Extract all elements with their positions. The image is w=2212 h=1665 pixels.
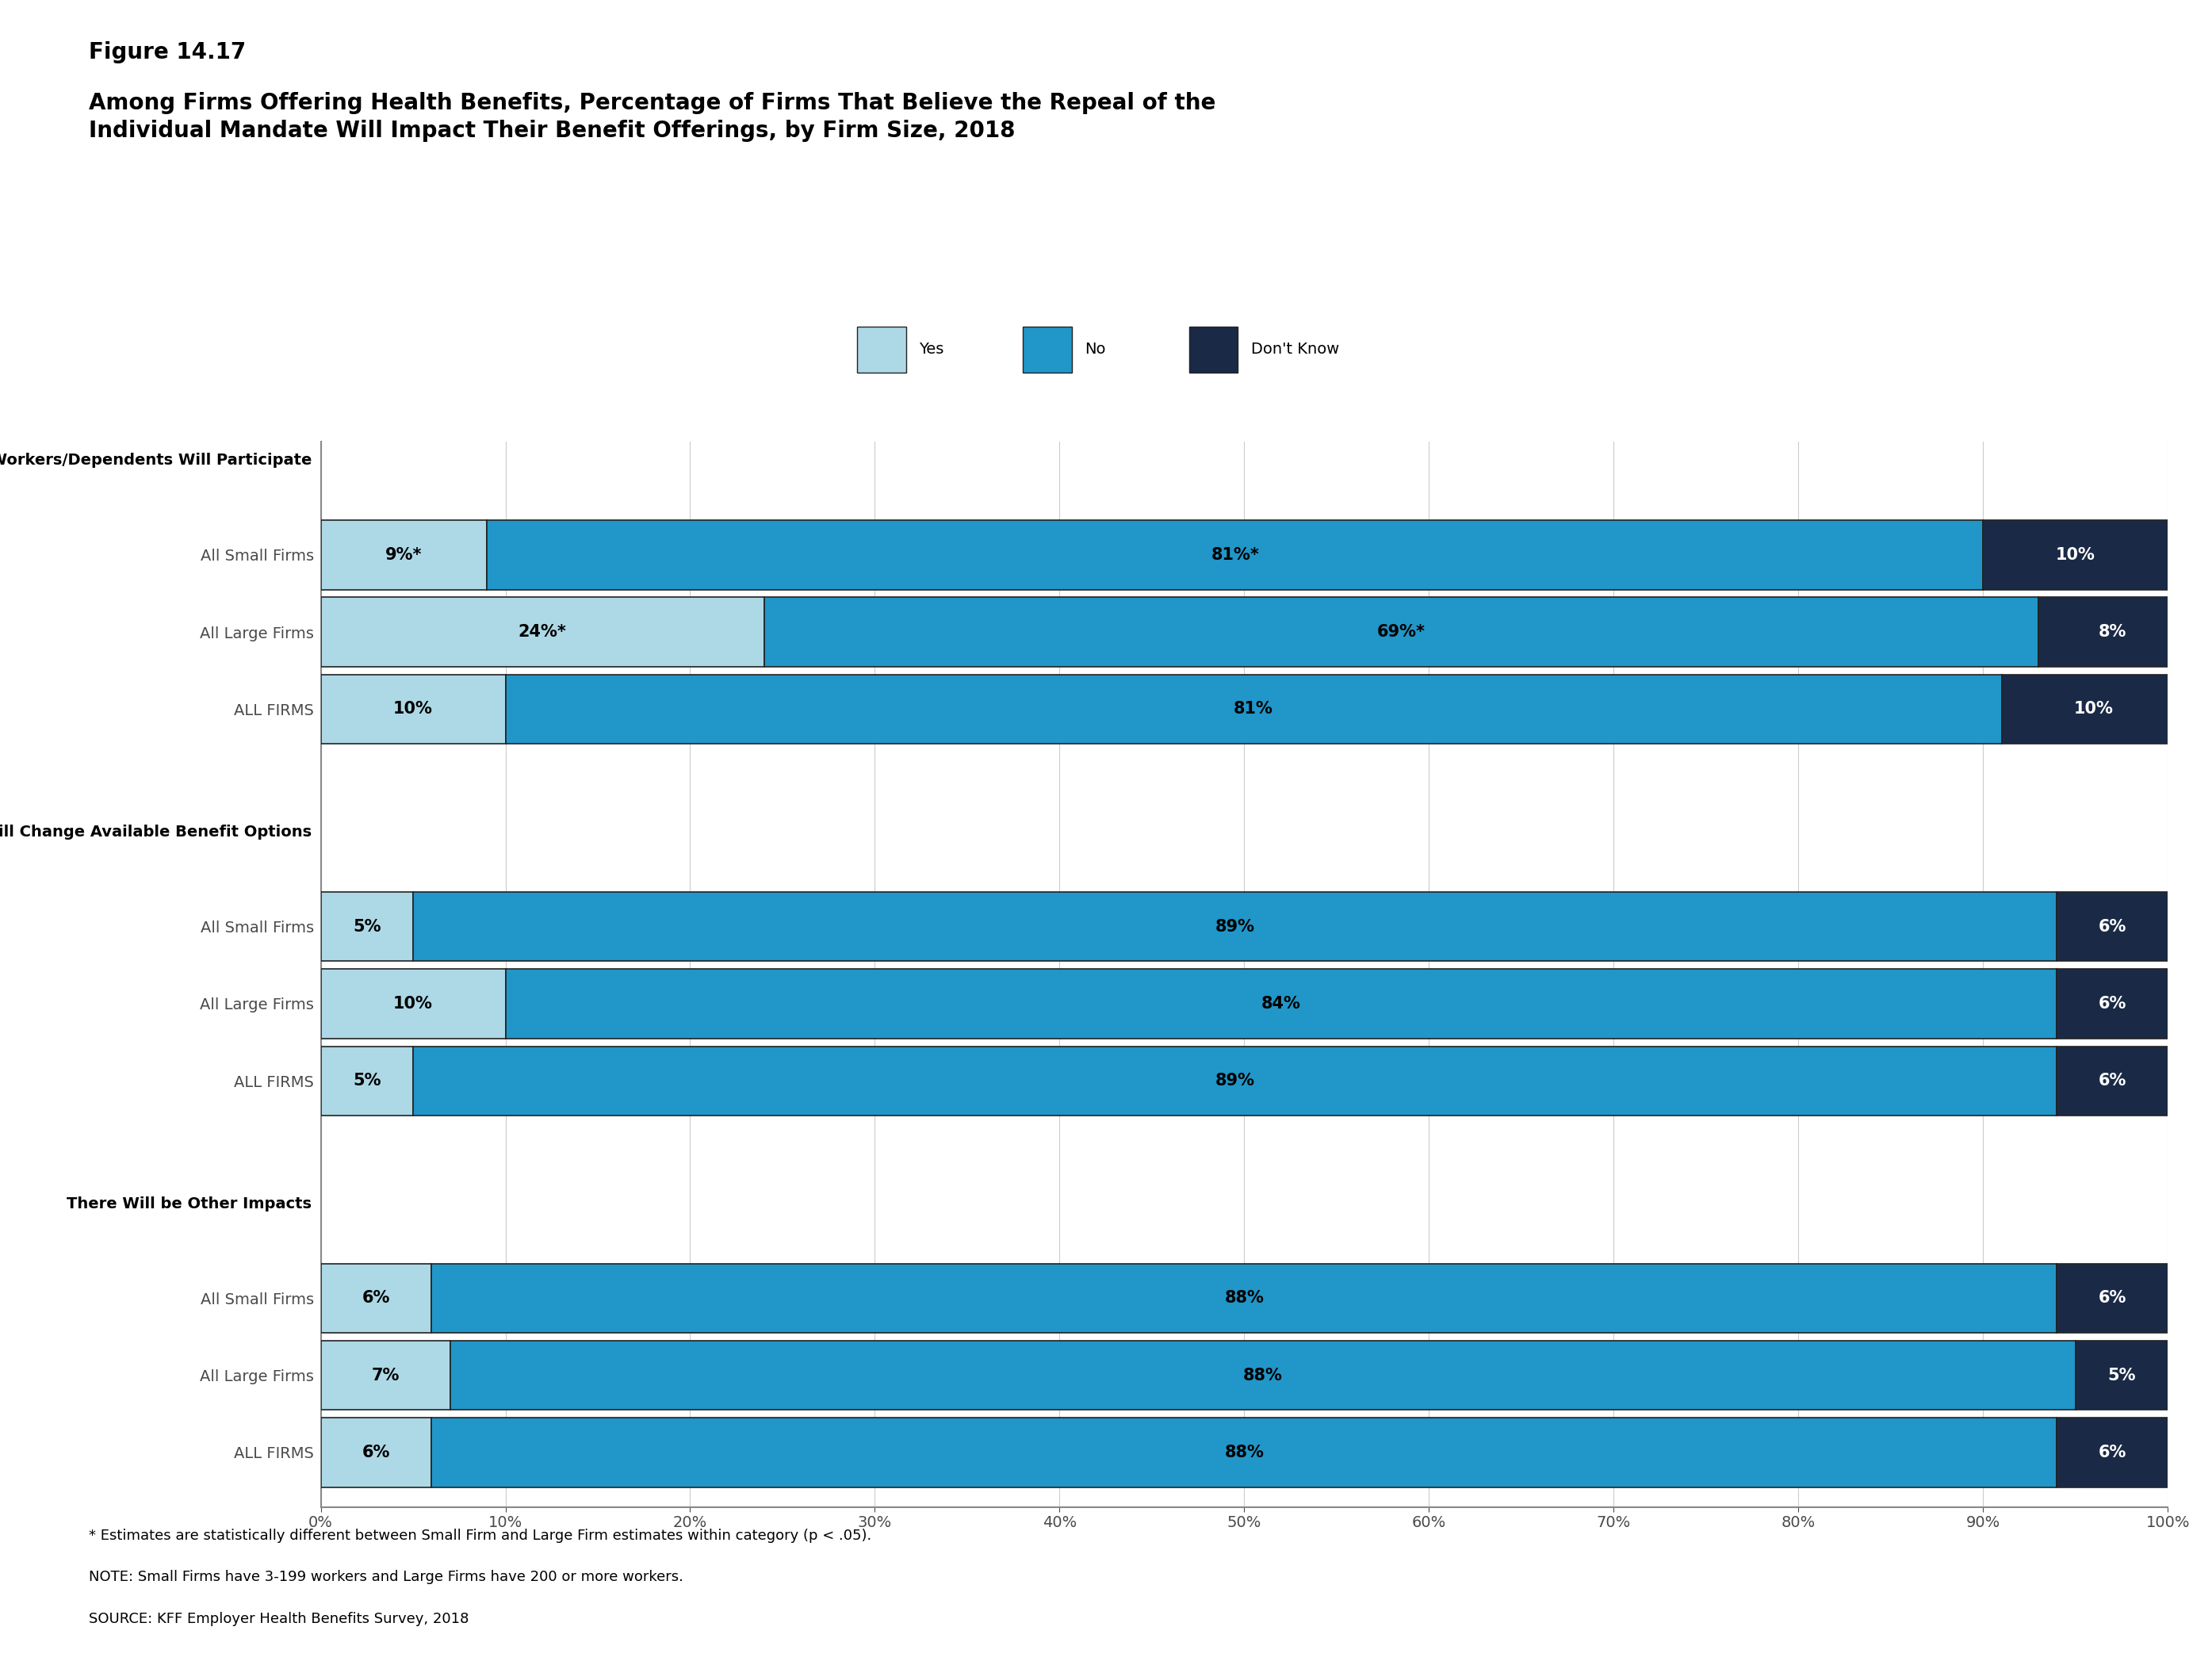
Text: 89%: 89% bbox=[1214, 919, 1254, 934]
Bar bbox=[2057, 1419, 2168, 1487]
Bar bbox=[321, 598, 763, 666]
Bar bbox=[321, 1046, 414, 1116]
Bar bbox=[449, 1340, 2075, 1410]
Text: 10%: 10% bbox=[2075, 701, 2115, 718]
Text: 89%: 89% bbox=[1214, 1072, 1254, 1089]
Text: 5%: 5% bbox=[2108, 1367, 2135, 1384]
Bar bbox=[2057, 969, 2168, 1039]
Bar bbox=[321, 969, 504, 1039]
Bar bbox=[504, 969, 2057, 1039]
Text: 69%*: 69%* bbox=[1378, 624, 1425, 639]
Text: Among Firms Offering Health Benefits, Percentage of Firms That Believe the Repea: Among Firms Offering Health Benefits, Pe… bbox=[88, 92, 1214, 142]
Text: There Will be Other Impacts: There Will be Other Impacts bbox=[66, 1195, 312, 1210]
Bar bbox=[2057, 1264, 2168, 1334]
Text: Firm Will Change Available Benefit Options: Firm Will Change Available Benefit Optio… bbox=[0, 824, 312, 839]
Text: 10%: 10% bbox=[394, 996, 434, 1012]
Text: 6%: 6% bbox=[2099, 996, 2126, 1012]
Text: 6%: 6% bbox=[363, 1445, 389, 1460]
Text: 88%: 88% bbox=[1225, 1290, 1263, 1305]
Text: 5%: 5% bbox=[354, 1072, 380, 1089]
Text: 81%*: 81%* bbox=[1210, 548, 1259, 563]
Bar bbox=[414, 1046, 2057, 1116]
Text: * Estimates are statistically different between Small Firm and Large Firm estima: * Estimates are statistically different … bbox=[88, 1528, 872, 1543]
Text: SOURCE: KFF Employer Health Benefits Survey, 2018: SOURCE: KFF Employer Health Benefits Sur… bbox=[88, 1612, 469, 1627]
Text: 10%: 10% bbox=[2055, 548, 2095, 563]
Text: NOTE: Small Firms have 3-199 workers and Large Firms have 200 or more workers.: NOTE: Small Firms have 3-199 workers and… bbox=[88, 1570, 684, 1585]
Text: 24%*: 24%* bbox=[518, 624, 566, 639]
Bar bbox=[2039, 598, 2185, 666]
Text: Fewer Workers/Dependents Will Participate: Fewer Workers/Dependents Will Participat… bbox=[0, 453, 312, 468]
Text: 6%: 6% bbox=[2099, 1445, 2126, 1460]
Text: 6%: 6% bbox=[2099, 1290, 2126, 1305]
Bar bbox=[2057, 1046, 2168, 1116]
Bar bbox=[2002, 674, 2185, 744]
Text: Yes: Yes bbox=[920, 341, 945, 358]
Text: 81%: 81% bbox=[1234, 701, 1274, 718]
Bar bbox=[2057, 892, 2168, 961]
Text: 6%: 6% bbox=[363, 1290, 389, 1305]
Bar bbox=[487, 519, 1982, 589]
Bar bbox=[321, 1419, 431, 1487]
Bar bbox=[763, 598, 2039, 666]
Text: 8%: 8% bbox=[2099, 624, 2126, 639]
Text: 6%: 6% bbox=[2099, 919, 2126, 934]
Text: 10%: 10% bbox=[394, 701, 434, 718]
Text: Don't Know: Don't Know bbox=[1252, 341, 1338, 358]
Text: Figure 14.17: Figure 14.17 bbox=[88, 42, 246, 63]
Text: 9%*: 9%* bbox=[385, 548, 422, 563]
Bar bbox=[2075, 1340, 2168, 1410]
Bar bbox=[321, 519, 487, 589]
Bar bbox=[1982, 519, 2168, 589]
Bar bbox=[321, 1264, 431, 1334]
Text: 84%: 84% bbox=[1261, 996, 1301, 1012]
Bar bbox=[431, 1264, 2057, 1334]
Text: No: No bbox=[1086, 341, 1106, 358]
Bar bbox=[321, 1340, 449, 1410]
Text: 5%: 5% bbox=[354, 919, 380, 934]
Bar bbox=[321, 892, 414, 961]
Text: 88%: 88% bbox=[1225, 1445, 1263, 1460]
Text: 6%: 6% bbox=[2099, 1072, 2126, 1089]
Bar bbox=[414, 892, 2057, 961]
Bar bbox=[431, 1419, 2057, 1487]
Text: 7%: 7% bbox=[372, 1367, 400, 1384]
Text: 88%: 88% bbox=[1243, 1367, 1283, 1384]
Bar bbox=[321, 674, 504, 744]
Bar bbox=[504, 674, 2002, 744]
